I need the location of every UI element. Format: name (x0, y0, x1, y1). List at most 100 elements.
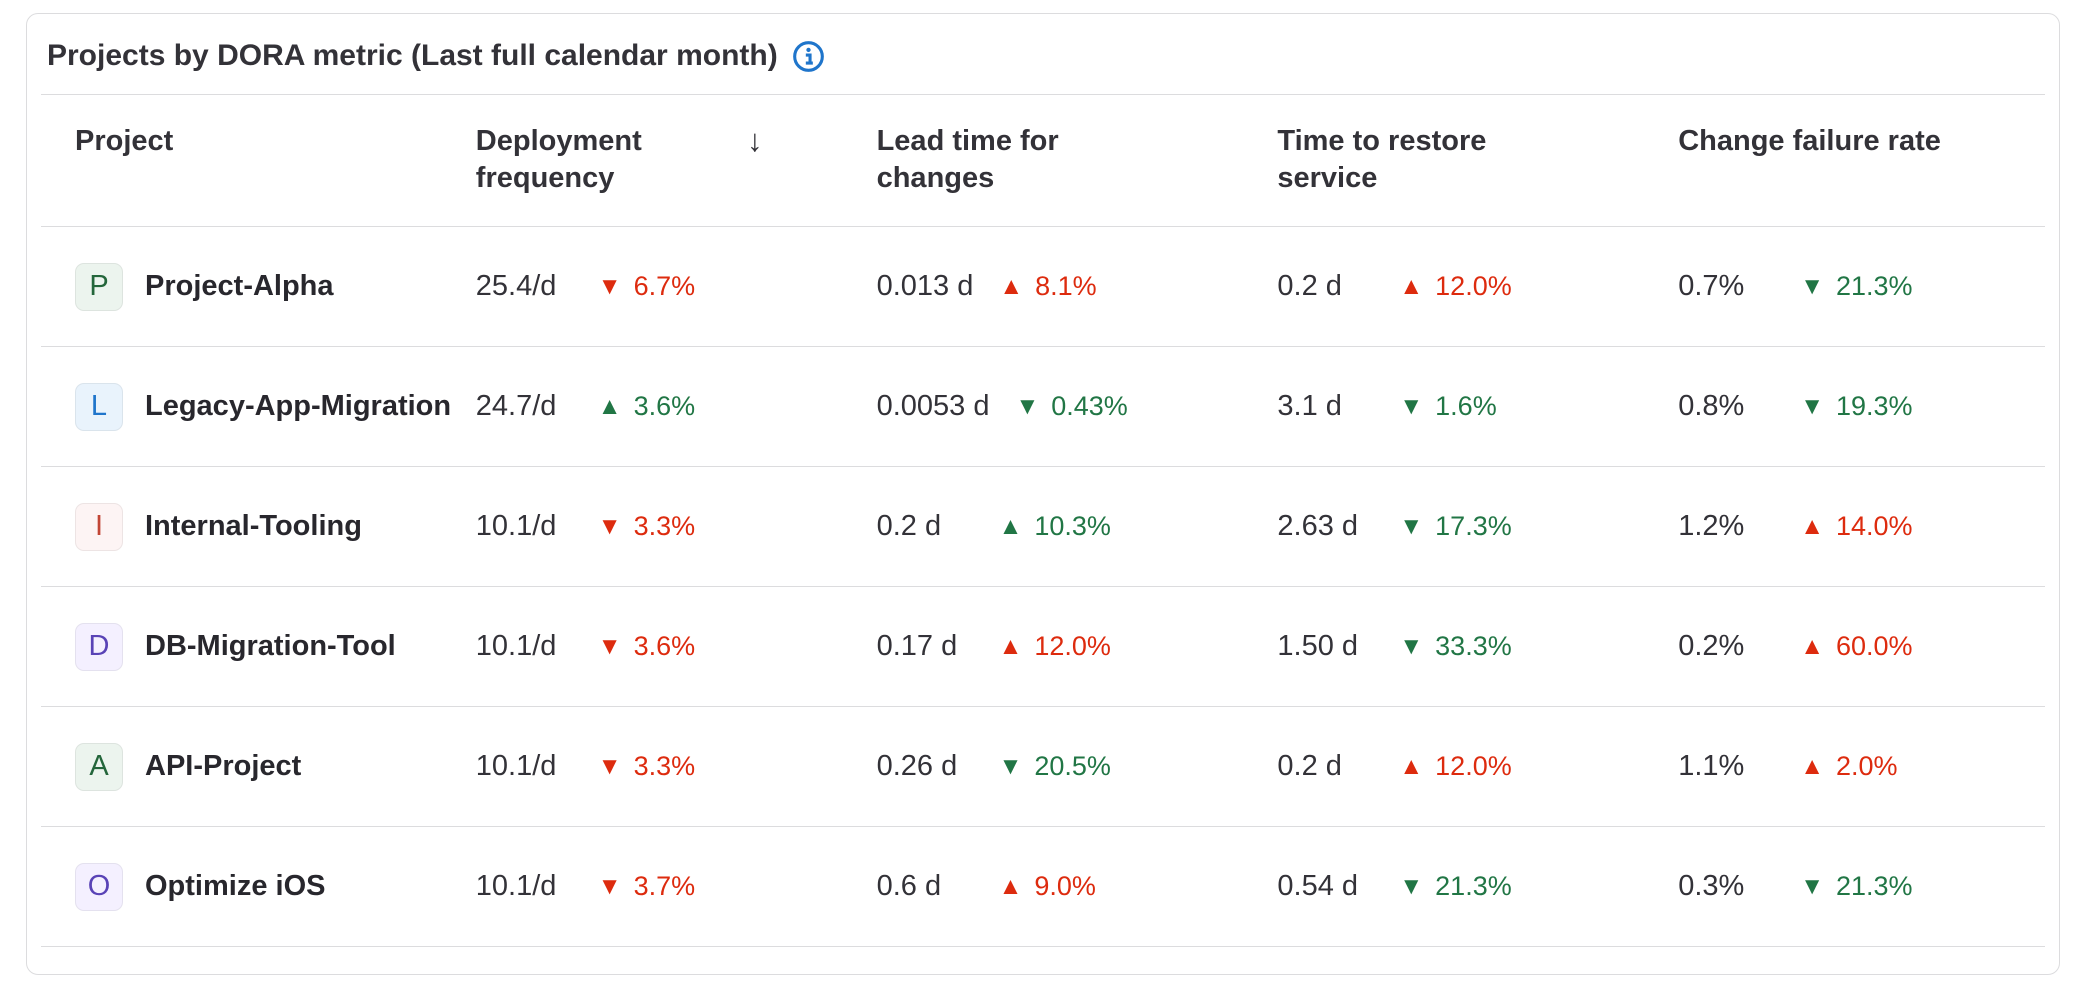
down-triangle-icon: ▼ (1800, 872, 1824, 900)
project-cell: O Optimize iOS (75, 862, 418, 911)
column-header-change-failure-rate[interactable]: Change failure rate (1644, 95, 2045, 227)
metric-cell-container: 2.63 d ▼ 17.3% (1243, 467, 1644, 587)
project-name[interactable]: Internal-Tooling (145, 510, 362, 543)
column-header-content: Project (75, 123, 418, 160)
up-triangle-icon: ▲ (597, 392, 622, 420)
metric-cell: 0.6 d ▲ 9.0% (877, 870, 1220, 903)
trend-percent: 6.7% (633, 271, 696, 302)
metric-value: 1.1% (1678, 750, 1745, 783)
trend-percent: 14.0% (1835, 511, 1913, 542)
metric-value: 2.63 d (1277, 510, 1359, 543)
table-row: A API-Project 10.1/d ▼ 3.3% 0.26 d ▼ 20.5% 0.2 d… (41, 707, 2045, 827)
metric-cell: 10.1/d ▼ 3.3% (476, 750, 819, 783)
metric-cell: 1.2% ▲ 14.0% (1678, 510, 2021, 543)
metric-cell-container: 24.7/d ▲ 3.6% (442, 347, 843, 467)
trend-percent: 21.3% (1835, 271, 1913, 302)
down-triangle-icon: ▼ (1399, 632, 1424, 660)
metric-cell: 24.7/d ▲ 3.6% (476, 390, 819, 423)
metric-cell-container: 0.013 d ▲ 8.1% (843, 227, 1244, 347)
metric-cell-container: 1.1% ▲ 2.0% (1644, 707, 2045, 827)
up-triangle-icon: ▲ (998, 632, 1023, 660)
up-triangle-icon: ▲ (1800, 632, 1824, 660)
trend-indicator-down: ▼ 6.7% (598, 271, 695, 302)
trend-indicator-up: ▲ 10.3% (999, 511, 1111, 542)
table-row: I Internal-Tooling 10.1/d ▼ 3.3% 0.2 d ▲ 10.3% 2… (41, 467, 2045, 587)
metric-cell-container: 25.4/d ▼ 6.7% (442, 227, 843, 347)
trend-percent: 10.3% (1034, 511, 1111, 542)
metric-cell-container: 0.2% ▲ 60.0% (1644, 587, 2045, 707)
trend-percent: 3.3% (633, 511, 696, 542)
project-name[interactable]: DB-Migration-Tool (145, 630, 396, 663)
column-header-project[interactable]: Project (41, 95, 442, 227)
metric-cell-container: 0.26 d ▼ 20.5% (843, 707, 1244, 827)
column-header-lead-time-for-changes[interactable]: Lead time for changes (843, 95, 1244, 227)
project-cell: I Internal-Tooling (75, 502, 418, 551)
column-header-deployment-frequency[interactable]: Deployment frequency ↓ (442, 95, 843, 227)
trend-indicator-down: ▼ 33.3% (1399, 631, 1511, 662)
metric-value: 1.50 d (1277, 630, 1359, 663)
project-cell-container: D DB-Migration-Tool (41, 587, 442, 707)
trend-indicator-down: ▼ 3.7% (598, 871, 695, 902)
up-triangle-icon: ▲ (999, 272, 1024, 300)
metric-cell-container: 0.2 d ▲ 10.3% (843, 467, 1244, 587)
column-label: Project (75, 125, 174, 157)
trend-indicator-down: ▼ 17.3% (1399, 511, 1511, 542)
metric-cell-container: 10.1/d ▼ 3.3% (442, 707, 843, 827)
trend-percent: 1.6% (1435, 391, 1497, 422)
column-label: Deployment frequency (475, 125, 642, 194)
trend-indicator-down: ▼ 3.6% (598, 631, 695, 662)
metric-cell-container: 0.3% ▼ 21.3% (1644, 827, 2045, 947)
project-avatar: O (75, 862, 123, 911)
dora-metrics-card: Projects by DORA metric (Last full calen… (26, 13, 2060, 975)
metric-value: 25.4/d (475, 270, 557, 303)
trend-indicator-down: ▼ 1.6% (1399, 391, 1496, 422)
metric-cell: 0.0053 d ▼ 0.43% (877, 390, 1220, 423)
trend-percent: 3.6% (633, 631, 696, 662)
trend-percent: 20.5% (1034, 751, 1111, 782)
metric-value: 0.3% (1678, 870, 1745, 903)
project-name[interactable]: API-Project (145, 750, 302, 783)
trend-indicator-up: ▲ 3.6% (598, 391, 695, 422)
metric-cell-container: 0.54 d ▼ 21.3% (1243, 827, 1644, 947)
metric-cell-container: 0.2 d ▲ 12.0% (1243, 227, 1644, 347)
project-name[interactable]: Project-Alpha (145, 270, 334, 303)
trend-indicator-up: ▲ 60.0% (1800, 631, 1912, 662)
metric-value: 0.2 d (1277, 270, 1342, 303)
trend-indicator-down: ▼ 19.3% (1800, 391, 1912, 422)
metric-cell: 10.1/d ▼ 3.6% (476, 630, 819, 663)
metric-cell-container: 0.8% ▼ 19.3% (1644, 347, 2045, 467)
trend-percent: 21.3% (1435, 871, 1512, 902)
metric-cell-container: 3.1 d ▼ 1.6% (1243, 347, 1644, 467)
metric-value: 0.8% (1678, 390, 1745, 423)
metric-cell: 0.3% ▼ 21.3% (1678, 870, 2021, 903)
metric-cell: 0.2% ▲ 60.0% (1678, 630, 2021, 663)
info-icon[interactable] (792, 40, 825, 73)
metric-value: 0.26 d (876, 750, 958, 783)
project-avatar: L (75, 382, 123, 431)
metric-cell-container: 10.1/d ▼ 3.6% (442, 587, 843, 707)
project-cell: A API-Project (75, 742, 418, 791)
column-label: Change failure rate (1678, 125, 1941, 157)
column-header-time-to-restore-service[interactable]: Time to restore service (1243, 95, 1644, 227)
project-name[interactable]: Legacy-App-Migration (145, 390, 452, 423)
trend-indicator-up: ▲ 2.0% (1800, 751, 1897, 782)
down-triangle-icon: ▼ (597, 512, 622, 540)
down-triangle-icon: ▼ (1800, 272, 1824, 300)
down-triangle-icon: ▼ (1399, 512, 1424, 540)
trend-percent: 17.3% (1435, 511, 1512, 542)
metric-value: 0.7% (1678, 270, 1745, 303)
metric-cell: 0.8% ▼ 19.3% (1678, 390, 2021, 423)
down-triangle-icon: ▼ (597, 752, 622, 780)
trend-indicator-up: ▲ 12.0% (1399, 751, 1511, 782)
column-header-content: Lead time for changes (877, 123, 1220, 196)
project-name[interactable]: Optimize iOS (145, 870, 326, 903)
metric-value: 10.1/d (475, 750, 557, 783)
trend-indicator-up: ▲ 14.0% (1800, 511, 1912, 542)
down-triangle-icon: ▼ (998, 752, 1023, 780)
trend-percent: 19.3% (1835, 391, 1913, 422)
page-title: Projects by DORA metric (Last full calen… (47, 38, 2039, 74)
metric-cell-container: 1.50 d ▼ 33.3% (1243, 587, 1644, 707)
project-avatar: P (75, 262, 123, 311)
metric-cell: 3.1 d ▼ 1.6% (1277, 390, 1620, 423)
sort-descending-icon[interactable]: ↓ (747, 123, 763, 158)
